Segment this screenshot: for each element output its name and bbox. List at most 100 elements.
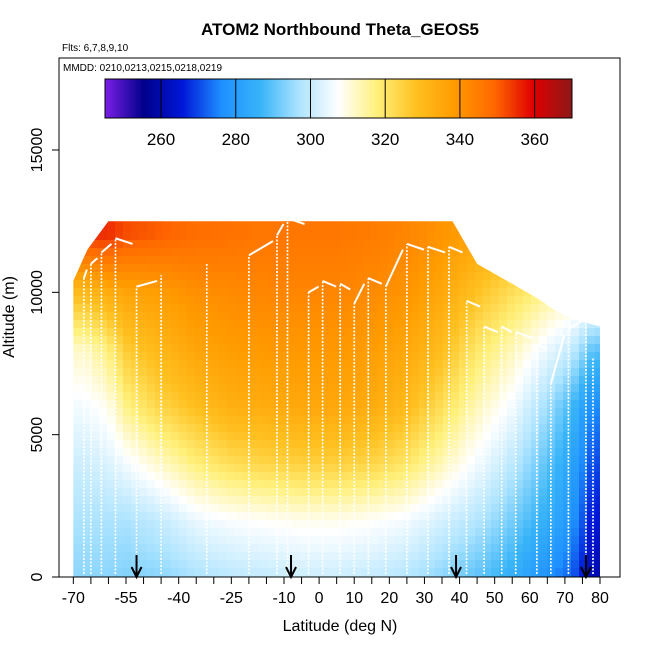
field-cell [299,312,308,321]
field-cell [235,424,244,433]
field-cell [307,328,316,337]
field-cell [427,408,436,417]
field-cell [259,488,268,497]
field-cell [299,504,308,513]
field-cell [363,504,372,513]
field-cell [227,456,236,465]
field-cell [59,440,68,449]
field-cell [243,240,252,249]
field-cell [139,400,148,409]
field-cell [347,221,356,225]
field-cell [267,376,276,385]
field-cell [371,496,380,505]
field-cell [291,304,300,313]
field-cell [435,408,444,417]
field-cell [467,221,476,225]
field-cell [315,384,324,393]
field-cell [131,536,140,545]
field-cell [75,544,84,553]
field-cell [139,552,148,561]
field-cell [395,256,404,265]
field-cell [131,400,140,409]
field-cell [299,328,308,337]
field-cell [483,568,492,577]
field-cell [323,336,332,345]
field-cell [387,544,396,553]
field-cell [123,464,132,473]
field-cell [387,288,396,297]
field-cell [363,448,372,457]
field-cell [75,320,84,329]
field-cell [267,520,276,529]
field-cell [515,408,524,417]
field-cell [267,288,276,297]
field-cell [467,344,476,353]
field-cell [227,496,236,505]
field-cell [459,568,468,577]
field-cell [491,288,500,297]
field-cell [147,392,156,401]
field-cell [499,328,508,337]
field-cell [83,200,92,209]
field-cell [163,320,172,329]
field-cell [99,221,108,225]
field-cell [339,272,348,281]
field-cell [195,568,204,577]
field-cell [531,480,540,489]
field-cell [507,368,516,377]
field-cell [123,328,132,337]
field-cell [579,224,588,233]
field-cell [363,376,372,385]
field-cell [155,504,164,513]
field-cell [595,512,601,521]
field-cell [99,344,108,353]
field-cell [323,488,332,497]
field-cell [483,224,492,233]
field-cell [355,520,364,529]
field-cell [419,408,428,417]
field-cell [379,432,388,441]
field-cell [211,368,220,377]
field-cell [59,448,68,457]
field-cell [275,344,284,353]
field-cell [91,224,100,233]
field-cell [587,448,596,457]
field-cell [499,520,508,529]
field-cell [75,424,84,433]
field-cell [259,376,268,385]
field-cell [307,448,316,457]
field-cell [163,352,172,361]
field-cell [435,208,444,217]
field-cell [467,208,476,217]
field-cell [475,221,484,225]
field-cell [515,328,524,337]
field-cell [331,440,340,449]
field-cell [483,312,492,321]
field-cell [515,232,524,241]
field-cell [315,480,324,489]
field-cell [315,520,324,529]
field-cell [595,296,601,305]
field-cell [595,568,601,577]
field-cell [595,280,601,289]
field-cell [483,384,492,393]
field-cell [435,320,444,329]
field-cell [451,384,460,393]
field-cell [267,464,276,473]
field-cell [499,368,508,377]
field-cell [123,408,132,417]
field-cell [251,544,260,553]
field-cell [75,248,84,257]
field-cell [179,448,188,457]
field-cell [315,272,324,281]
field-cell [515,480,524,489]
field-cell [307,280,316,289]
field-cell [291,376,300,385]
field-cell [315,280,324,289]
field-cell [331,288,340,297]
field-cell [99,256,108,265]
field-cell [363,256,372,265]
field-cell [387,464,396,473]
field-cell [483,456,492,465]
field-cell [475,336,484,345]
